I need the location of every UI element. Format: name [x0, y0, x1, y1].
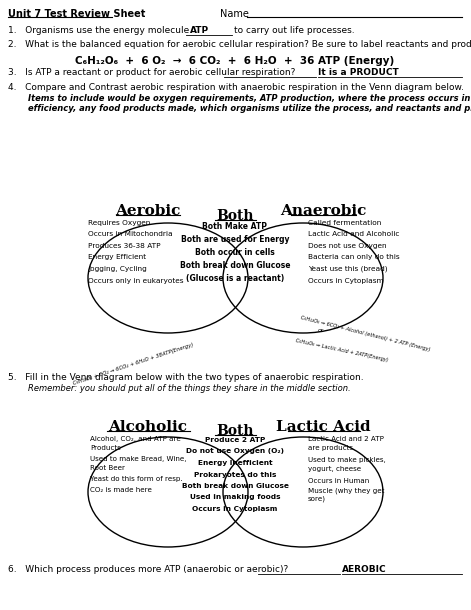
Text: C₆H₁₂O₆  +  6 O₂  →  6 CO₂  +  6 H₂O  +  36 ATP (Energy): C₆H₁₂O₆ + 6 O₂ → 6 CO₂ + 6 H₂O + 36 ATP …	[75, 56, 395, 66]
Text: Produce 2 ATP: Produce 2 ATP	[205, 437, 265, 443]
Text: Lactic Acid and Alcoholic: Lactic Acid and Alcoholic	[308, 232, 399, 237]
Text: Yeast do this form of resp.: Yeast do this form of resp.	[90, 476, 183, 482]
Text: Both: Both	[216, 209, 254, 223]
Text: Unit 7 Test Review Sheet: Unit 7 Test Review Sheet	[8, 9, 146, 19]
Text: yogurt, cheese: yogurt, cheese	[308, 466, 361, 472]
Text: C₆H₁₂O₆ → 6CO₂ + Alcohol (ethanol) + 2 ATP (Energy): C₆H₁₂O₆ → 6CO₂ + Alcohol (ethanol) + 2 A…	[300, 315, 431, 352]
Text: Occurs in Human: Occurs in Human	[308, 478, 369, 484]
Text: 4.   Compare and Contrast aerobic respiration with anaerobic respiration in the : 4. Compare and Contrast aerobic respirat…	[8, 83, 464, 92]
Text: Occurs in Mitochondria: Occurs in Mitochondria	[88, 232, 173, 237]
Text: Yeast use this (bread): Yeast use this (bread)	[308, 266, 388, 273]
Text: Remember: you should put all of the things they share in the middle section.: Remember: you should put all of the thin…	[28, 384, 350, 393]
Text: to carry out life processes.: to carry out life processes.	[234, 26, 355, 35]
Text: Bacteria can only do this: Bacteria can only do this	[308, 254, 399, 260]
Text: Produces 36-38 ATP: Produces 36-38 ATP	[88, 243, 161, 249]
Text: C₆H₁₂O₆ + 6O₂ → 6CO₂ + 6H₂O + 38ATP(Energy): C₆H₁₂O₆ + 6O₂ → 6CO₂ + 6H₂O + 38ATP(Ener…	[72, 342, 194, 386]
Text: Lactic Acid and 2 ATP: Lactic Acid and 2 ATP	[308, 436, 384, 442]
Text: It is a PRODUCT: It is a PRODUCT	[318, 68, 399, 77]
Text: Muscle (why they get: Muscle (why they get	[308, 487, 384, 493]
Text: Occurs only in eukaryotes: Occurs only in eukaryotes	[88, 278, 184, 284]
Text: Root Beer: Root Beer	[90, 465, 125, 471]
Text: Items to include would be oxygen requirements, ATP production, where the process: Items to include would be oxygen require…	[28, 94, 471, 113]
Text: Used to make Bread, Wine,: Used to make Bread, Wine,	[90, 456, 187, 462]
Text: Products: Products	[90, 445, 121, 451]
Text: 3.   Is ATP a reactant or product for aerobic cellular respiration?: 3. Is ATP a reactant or product for aero…	[8, 68, 298, 77]
Text: Requires Oxygen: Requires Oxygen	[88, 220, 150, 226]
Text: Both Make ATP: Both Make ATP	[203, 222, 268, 231]
Text: Anaerobic: Anaerobic	[280, 204, 366, 218]
Text: Energy Efficient: Energy Efficient	[88, 254, 146, 260]
Text: Both break down Glucose: Both break down Glucose	[181, 483, 288, 489]
Text: Jogging, Cycling: Jogging, Cycling	[88, 266, 147, 272]
Text: Occurs in Cytoplasm: Occurs in Cytoplasm	[308, 278, 384, 284]
Text: Called fermentation: Called fermentation	[308, 220, 382, 226]
Text: Occurs in Cytoplasm: Occurs in Cytoplasm	[192, 506, 278, 512]
Text: Aerobic: Aerobic	[115, 204, 181, 218]
Text: C₆H₁₂O₆ → Lactic Acid + 2ATP(Energy): C₆H₁₂O₆ → Lactic Acid + 2ATP(Energy)	[295, 338, 389, 362]
Text: Lactic Acid: Lactic Acid	[276, 420, 370, 434]
Text: CO₂ is made here: CO₂ is made here	[90, 487, 152, 493]
Text: sore): sore)	[308, 496, 326, 503]
Text: Do not use Oxygen (O₂): Do not use Oxygen (O₂)	[186, 448, 284, 454]
Text: 1.   Organisms use the energy molecule: 1. Organisms use the energy molecule	[8, 26, 195, 35]
Text: Both break down Glucose: Both break down Glucose	[180, 261, 290, 270]
Text: Both occur in cells: Both occur in cells	[195, 248, 275, 257]
Text: 5.   Fill in the Venn diagram below with the two types of anaerobic respiration.: 5. Fill in the Venn diagram below with t…	[8, 373, 364, 382]
Text: AEROBIC: AEROBIC	[342, 565, 387, 574]
Text: Used to make pickles,: Used to make pickles,	[308, 457, 386, 463]
Text: Name: Name	[220, 9, 252, 19]
Text: or: or	[318, 328, 325, 333]
Text: 2.   What is the balanced equation for aerobic cellular respiration? Be sure to : 2. What is the balanced equation for aer…	[8, 40, 471, 49]
Text: Energy Inefficient: Energy Inefficient	[198, 460, 272, 466]
Text: are products: are products	[308, 445, 353, 451]
Text: (Glucose is a reactant): (Glucose is a reactant)	[186, 274, 284, 283]
Text: Both: Both	[216, 424, 254, 438]
Text: Both are used for Energy: Both are used for Energy	[181, 235, 289, 244]
Text: Prokaryotes do this: Prokaryotes do this	[194, 472, 276, 478]
Text: 6.   Which process produces more ATP (anaerobic or aerobic)?: 6. Which process produces more ATP (anae…	[8, 565, 294, 574]
Text: Does not use Oxygen: Does not use Oxygen	[308, 243, 387, 249]
Text: Used in making foods: Used in making foods	[190, 495, 280, 500]
Text: Alcoholic: Alcoholic	[108, 420, 187, 434]
Text: Alcohol, CO₂, and ATP are: Alcohol, CO₂, and ATP are	[90, 436, 181, 442]
Text: ATP: ATP	[190, 26, 209, 35]
